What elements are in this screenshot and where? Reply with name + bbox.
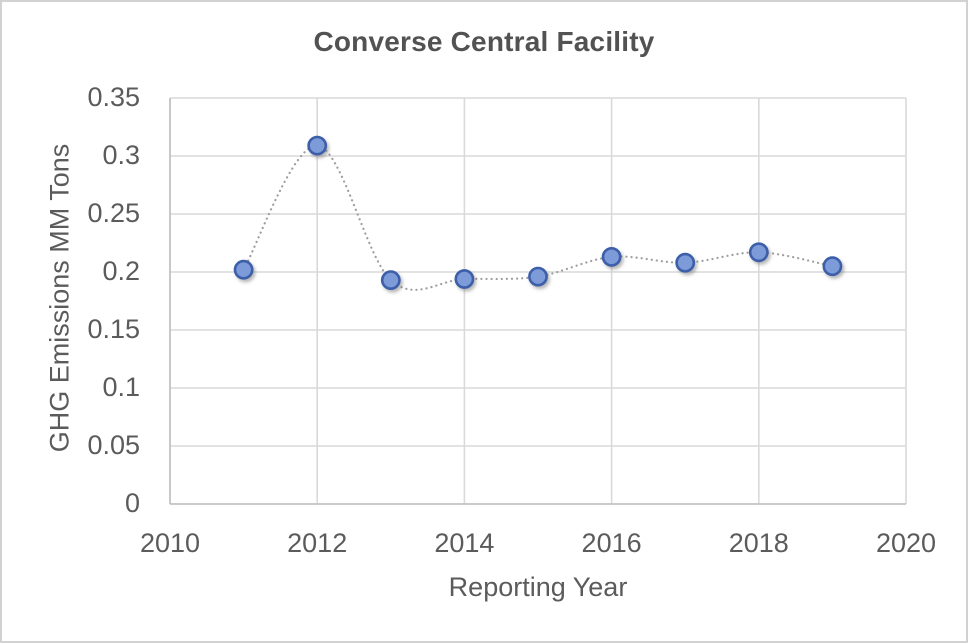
data-point-marker: [380, 270, 401, 291]
data-point-marker: [675, 252, 696, 273]
x-tick-label: 2014: [434, 528, 495, 558]
y-tick-label: 0.35: [87, 81, 140, 112]
y-tick-label: 0.25: [87, 197, 140, 228]
chart-title: Converse Central Facility: [313, 26, 655, 57]
y-tick-label: 0.05: [87, 429, 140, 460]
data-point-marker: [748, 242, 769, 263]
data-point-marker: [601, 246, 622, 267]
data-point-marker: [528, 266, 548, 287]
data-point-marker: [307, 135, 328, 156]
data-point-marker: [233, 259, 254, 280]
y-tick-label: 0.1: [102, 371, 140, 402]
x-tick-label: 2012: [287, 528, 348, 558]
x-tick-label: 2020: [875, 528, 937, 558]
y-tick-label: 0: [124, 487, 140, 518]
x-tick-label: 2016: [581, 528, 642, 558]
y-tick-label: 0.15: [87, 313, 140, 344]
y-tick-label: 0.2: [102, 255, 140, 286]
x-axis-title: Reporting Year: [448, 572, 628, 602]
data-point-marker: [454, 269, 475, 289]
x-tick-label: 2010: [139, 528, 201, 558]
x-tick-label: 2018: [728, 528, 789, 558]
series-connector-line: [242, 144, 834, 291]
y-tick-label: 0.3: [102, 139, 140, 170]
data-point-marker: [822, 256, 843, 277]
